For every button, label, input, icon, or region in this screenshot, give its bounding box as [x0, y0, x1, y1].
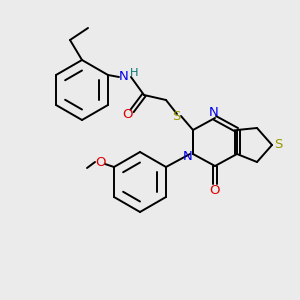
Text: O: O [123, 109, 133, 122]
Text: S: S [172, 110, 180, 122]
Text: S: S [274, 139, 282, 152]
Text: N: N [183, 149, 193, 163]
Text: N: N [119, 70, 129, 83]
Text: O: O [210, 184, 220, 196]
Text: O: O [95, 155, 105, 169]
Text: H: H [130, 68, 138, 78]
Text: N: N [209, 106, 219, 119]
